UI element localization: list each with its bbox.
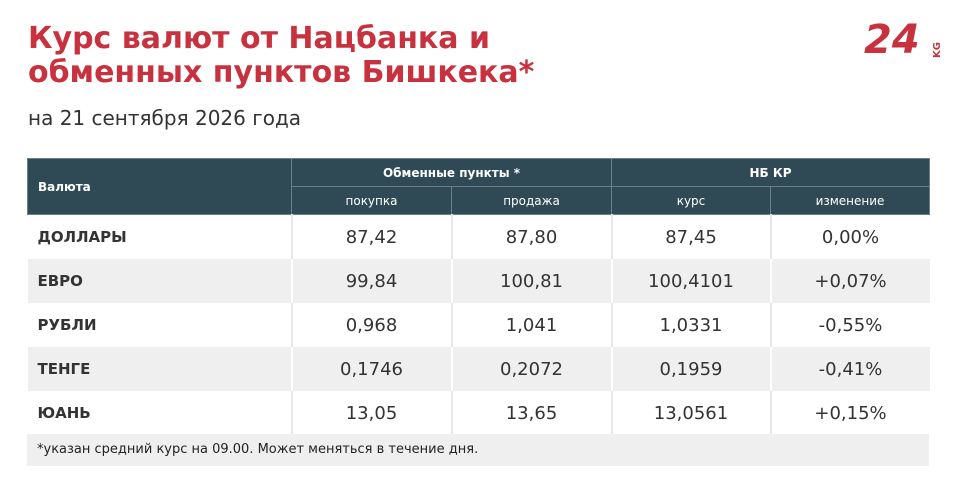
- rate-cell: 99,84: [290, 259, 452, 303]
- rate-cell: 87,80: [450, 214, 612, 259]
- table-row: РУБЛИ 0,968 1,041 1,0331 -0,55%: [27, 303, 930, 347]
- rate-cell: 87,42: [290, 214, 452, 259]
- rate-cell: 0,968: [290, 303, 452, 347]
- sub-header-cell: изменение: [769, 186, 931, 215]
- currency-name: ТЕНГЕ: [27, 347, 292, 391]
- rate-cell: 1,0331: [610, 303, 771, 347]
- rate-cell: 0,1746: [290, 347, 452, 391]
- title: обменных пунктов Бишкека*: [28, 55, 535, 90]
- rate-cell: 13,65: [450, 391, 612, 435]
- subtitle: на 21 сентября 2026 года: [28, 106, 302, 130]
- sub-header-cell: покупка: [291, 186, 452, 215]
- header-cell: Обменные пункты *: [291, 158, 612, 187]
- rate-cell: 1,041: [450, 303, 612, 347]
- rate-cell: 0,00%: [769, 214, 930, 259]
- rate-cell: 0,1959: [610, 347, 771, 391]
- table-row: ЕВРО 99,84 100,81 100,4101 +0,07%: [27, 259, 930, 303]
- rates-table: Валюта Обменные пункты * НБ КР покупка пр…: [27, 158, 931, 435]
- currency-name: ЮАНЬ: [27, 391, 292, 435]
- table-row: ЮАНЬ 13,05 13,65 13,0561 +0,15%: [27, 391, 930, 435]
- logo-suffix: KG: [932, 42, 943, 58]
- table-row: ДОЛЛАРЫ 87,42 87,80 87,45 0,00%: [27, 214, 930, 259]
- logo-text: 24: [864, 17, 920, 63]
- rate-cell: 100,4101: [610, 259, 771, 303]
- table-row: ТЕНГЕ 0,1746 0,2072 0,1959 -0,41%: [27, 347, 930, 391]
- title: Курс валют от Нацбанка и: [28, 21, 490, 56]
- rate-cell: +0,15%: [769, 391, 930, 435]
- currency-name: РУБЛИ: [27, 303, 292, 347]
- footnote: *указан средний курс на 09.00. Может мен…: [27, 434, 929, 466]
- rate-cell: +0,07%: [769, 259, 930, 303]
- header-cell: Валюта: [27, 158, 292, 215]
- rate-cell: 0,2072: [450, 347, 612, 391]
- rate-cell: 87,45: [610, 214, 771, 259]
- rate-cell: 100,81: [450, 259, 612, 303]
- rate-cell: 13,05: [290, 391, 452, 435]
- rate-cell: -0,41%: [769, 347, 930, 391]
- logo: 24 KG: [864, 17, 943, 63]
- currency-name: ДОЛЛАРЫ: [27, 214, 292, 259]
- sub-header-cell: курс: [611, 186, 771, 215]
- rate-cell: 13,0561: [610, 391, 771, 435]
- rate-cell: -0,55%: [769, 303, 930, 347]
- header-cell: НБ КР: [610, 158, 931, 187]
- currency-name: ЕВРО: [27, 259, 292, 303]
- sub-header-cell: продажа: [451, 186, 612, 215]
